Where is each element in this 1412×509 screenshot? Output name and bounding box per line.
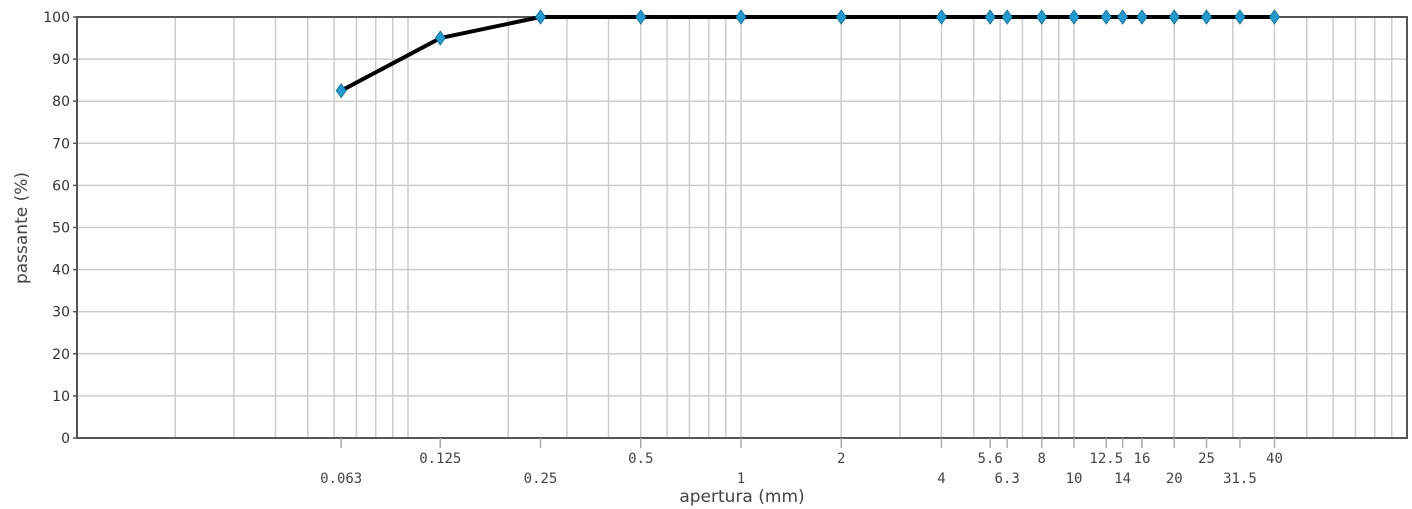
grid	[77, 16, 1407, 439]
data-point-marker	[1068, 9, 1080, 25]
data-point-marker	[1234, 9, 1246, 25]
data-point-marker	[1168, 9, 1180, 25]
data-point-marker	[1100, 9, 1112, 25]
data-point-marker	[335, 82, 347, 99]
y-tick-label: 10	[52, 389, 70, 405]
x-tick-label: 6.3	[995, 471, 1020, 487]
series-layer	[335, 9, 1280, 99]
x-tick-label: 5.6	[977, 451, 1002, 467]
y-tick-label: 0	[61, 431, 70, 447]
x-tick-label: 10	[1066, 471, 1083, 487]
x-tick-label: 2	[837, 451, 845, 467]
y-tick-label: 20	[52, 347, 70, 363]
data-point-marker	[735, 9, 747, 25]
y-axis-title: passante (%)	[12, 172, 32, 284]
x-tick-label: 40	[1266, 451, 1283, 467]
series-line	[340, 15, 1275, 93]
x-tick-label: 8	[1038, 451, 1046, 467]
data-point-marker	[984, 9, 996, 25]
data-point-marker	[1268, 9, 1280, 25]
data-point-marker	[1136, 9, 1148, 25]
x-tick-label: 0.5	[628, 451, 653, 467]
x-tick-label: 0.25	[524, 471, 558, 487]
y-tick-label: 90	[52, 52, 70, 68]
y-tick-label: 70	[52, 136, 70, 152]
y-tick-labels: 0 10 20 30 40 50 60 70 80 90 100	[43, 10, 77, 447]
data-point-marker	[535, 9, 547, 25]
y-tick-label: 30	[52, 305, 70, 321]
x-tick-label: 31.5	[1223, 471, 1257, 487]
y-tick-label: 80	[52, 94, 70, 110]
data-point-marker	[635, 9, 647, 25]
x-tick-label: 12.5	[1089, 451, 1123, 467]
data-point-marker	[935, 9, 947, 25]
data-point-marker	[434, 30, 446, 46]
data-point-marker	[1201, 9, 1213, 25]
data-point-marker	[1036, 9, 1048, 25]
x-tick-label: 1	[737, 471, 745, 487]
x-tick-label: 0.063	[320, 471, 362, 487]
x-axis-title: apertura (mm)	[679, 487, 804, 507]
x-tick-label: 20	[1166, 471, 1183, 487]
x-tick-label: 0.125	[419, 451, 461, 467]
x-tick-label: 14	[1114, 471, 1131, 487]
y-tick-label: 60	[52, 178, 70, 194]
x-tick-label: 4	[937, 471, 945, 487]
x-tick-label: 16	[1134, 451, 1151, 467]
data-point-marker	[1001, 9, 1013, 25]
y-tick-label: 40	[52, 263, 70, 279]
data-point-marker	[835, 9, 847, 25]
y-tick-label: 100	[43, 10, 70, 26]
y-tick-label: 50	[52, 221, 70, 237]
x-tick-label: 25	[1198, 451, 1215, 467]
data-point-marker	[1117, 9, 1129, 25]
